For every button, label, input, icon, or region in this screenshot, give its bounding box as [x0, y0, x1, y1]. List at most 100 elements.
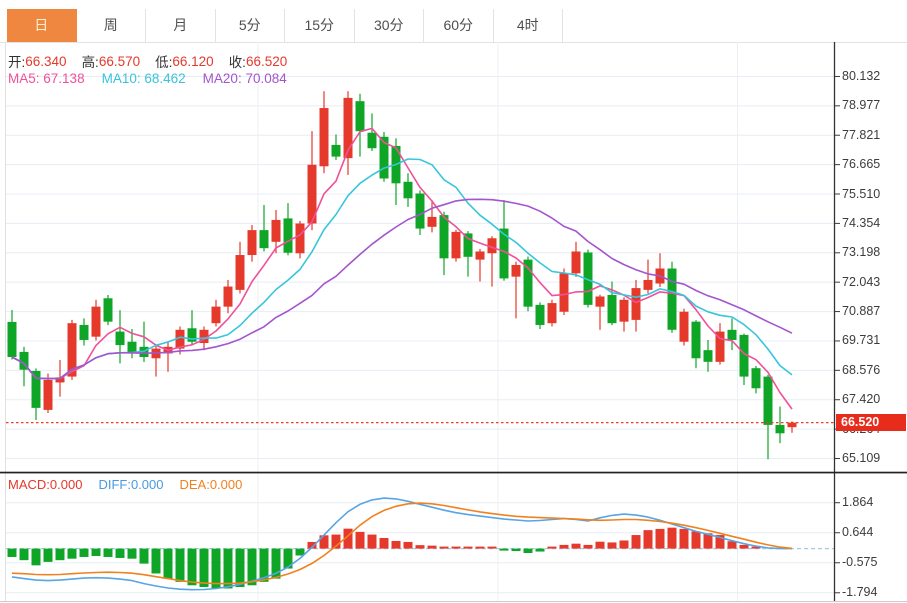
macd-bar — [391, 540, 401, 549]
macd-bar — [355, 531, 365, 549]
price-tick-label: 80.132 — [842, 68, 881, 83]
macd-bar — [31, 548, 41, 566]
macd-bar — [283, 548, 293, 569]
macd-bar — [715, 535, 725, 549]
candle-body — [715, 331, 725, 362]
dea-value: 0.000 — [209, 477, 243, 492]
tab-4时[interactable]: 4时 — [493, 9, 563, 42]
macd-bar — [235, 548, 245, 588]
tab-周[interactable]: 周 — [76, 9, 146, 42]
price-tick-label: 75.510 — [842, 186, 881, 201]
macd-bar — [199, 548, 209, 588]
candle-body — [571, 251, 581, 274]
macd-bar — [631, 535, 641, 549]
macd-bar — [139, 548, 149, 564]
candle-body — [187, 328, 197, 342]
price-tick-label: 68.576 — [842, 362, 881, 377]
candle-body — [55, 377, 65, 383]
candle-body — [367, 132, 377, 149]
ma20-value: 70.084 — [245, 71, 287, 86]
ma20-line — [11, 198, 793, 380]
ma10-label: MA10: — [101, 71, 141, 86]
ohlc-readout: 开: 66.340 高: 66.570 低: 66.120 收: 66.520 — [8, 51, 302, 71]
period-tab-bar: 日周月 5分 15分 30分 60分 4时 — [7, 9, 563, 42]
price-tick-label: 78.977 — [842, 98, 881, 113]
tabbar-underline — [0, 42, 907, 43]
candle-body — [475, 251, 485, 260]
macd-bar — [727, 541, 737, 549]
price-tick-label: 67.420 — [842, 392, 881, 407]
ma5-value: 67.138 — [43, 71, 85, 86]
tab-30分[interactable]: 30分 — [354, 9, 424, 42]
candle-body — [19, 351, 29, 370]
candle-body — [235, 255, 245, 290]
candle-body — [175, 329, 185, 349]
candle-body — [103, 298, 113, 322]
candle-body — [619, 299, 629, 322]
macd-bar — [55, 548, 65, 561]
candle-body — [451, 231, 461, 259]
macd-bar — [571, 543, 581, 549]
macd-bar — [751, 546, 761, 549]
tab-月[interactable]: 月 — [146, 9, 216, 42]
candle-body — [79, 324, 89, 340]
candle-body — [43, 379, 53, 410]
candle-body — [787, 422, 797, 428]
candle-body — [751, 368, 761, 389]
macd-tick-label: 1.864 — [842, 495, 874, 510]
macd-bar — [19, 548, 29, 561]
macd-bar — [331, 534, 341, 549]
macd-bar — [163, 548, 173, 579]
low-label: 低: — [155, 55, 173, 70]
candle-body — [283, 218, 293, 253]
candle-body — [7, 321, 17, 358]
diff-value-readout: DIFF:0.000 — [98, 477, 163, 492]
candle-body — [583, 252, 593, 305]
macd-bar — [523, 548, 533, 554]
macd-bar — [379, 538, 389, 549]
tab-60分[interactable]: 60分 — [424, 9, 494, 42]
macd-bar — [91, 548, 101, 556]
candle-body — [247, 230, 257, 256]
candle-body — [547, 303, 557, 324]
macd-bar — [175, 548, 185, 582]
macd-bar — [67, 548, 77, 559]
macd-bar — [295, 548, 305, 556]
diff-label: DIFF: — [98, 477, 131, 492]
close-label: 收: — [228, 55, 246, 70]
candle-body — [199, 329, 209, 344]
candle-body — [631, 288, 641, 320]
candle-body — [523, 259, 533, 307]
candle-body — [379, 136, 389, 179]
candle-body — [343, 97, 353, 159]
candle-body — [127, 341, 137, 354]
price-tick-label: 69.731 — [842, 333, 881, 348]
macd-tick-label: -1.794 — [842, 585, 878, 600]
macd-bar — [739, 544, 749, 549]
macd-bar — [427, 545, 437, 549]
macd-bar — [115, 548, 125, 558]
diff-line — [11, 497, 792, 591]
macd-readout: MACD:0.000 DIFF:0.000 DEA:0.000 — [8, 477, 258, 492]
candle-body — [463, 233, 473, 257]
candle-body — [499, 228, 509, 279]
candle-body — [211, 306, 221, 324]
macd-bar — [451, 546, 461, 549]
candle-body — [67, 323, 77, 377]
macd-bar — [511, 548, 521, 552]
tab-日[interactable]: 日 — [7, 9, 77, 42]
candle-body — [763, 376, 773, 425]
macd-bar — [79, 548, 89, 557]
candle-body — [259, 230, 269, 249]
macd-bar — [127, 548, 137, 559]
candle-body — [355, 101, 365, 132]
candle-body — [487, 238, 497, 254]
macd-bar — [595, 541, 605, 549]
tab-15分[interactable]: 15分 — [285, 9, 355, 42]
candle-body — [703, 350, 713, 362]
dea-value-readout: DEA:0.000 — [179, 477, 242, 492]
macd-bar — [403, 541, 413, 549]
macd-value-readout: MACD:0.000 — [8, 477, 82, 492]
tab-5分[interactable]: 5分 — [215, 9, 285, 42]
